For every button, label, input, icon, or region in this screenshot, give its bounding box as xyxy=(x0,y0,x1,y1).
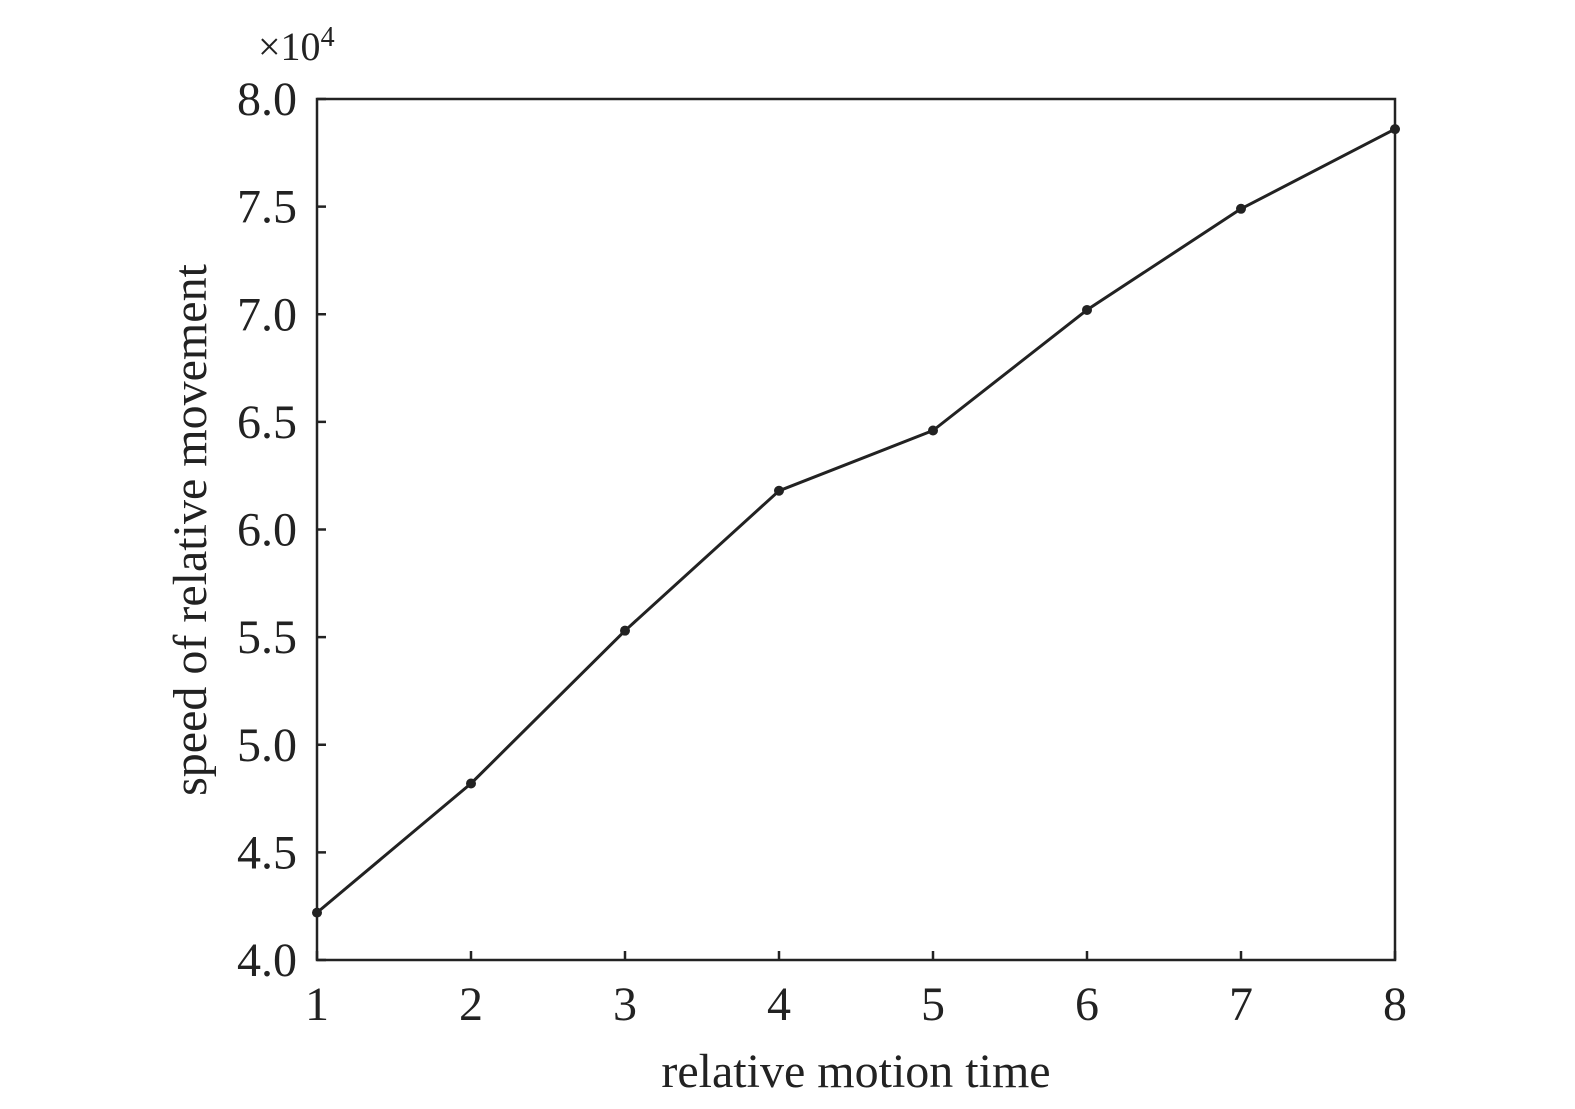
x-tick-label: 5 xyxy=(921,978,945,1031)
y-axis-title: speed of relative movement xyxy=(164,263,217,795)
y-tick-label: 7.0 xyxy=(237,288,297,341)
x-tick-label: 6 xyxy=(1075,978,1099,1031)
x-tick-label: 1 xyxy=(305,978,329,1031)
y-tick-label: 4.0 xyxy=(237,934,297,987)
x-tick-label: 4 xyxy=(767,978,791,1031)
x-axis-title: relative motion time xyxy=(661,1045,1050,1098)
x-tick-label: 8 xyxy=(1383,978,1407,1031)
x-tick-label: 2 xyxy=(459,978,483,1031)
data-point-marker xyxy=(774,485,784,496)
y-axis-multiplier: ×104 xyxy=(258,22,335,69)
data-point-marker xyxy=(1390,124,1400,135)
data-point-marker xyxy=(928,425,938,436)
y-axis-ticks: 4.0 4.5 5.0 5.5 6.0 6.5 7.0 7.5 8.0 xyxy=(237,73,326,987)
plot-area-frame xyxy=(315,97,1397,962)
series-group xyxy=(312,124,1400,918)
data-point-marker xyxy=(1236,203,1246,214)
y-tick-label: 8.0 xyxy=(237,73,297,126)
y-tick-label: 6.5 xyxy=(237,396,297,449)
y-tick-label: 6.0 xyxy=(237,504,297,557)
y-tick-label: 5.0 xyxy=(237,719,297,772)
y-tick-label: 7.5 xyxy=(237,181,297,234)
y-tick-label: 5.5 xyxy=(237,611,297,664)
data-point-marker xyxy=(466,778,476,789)
y-tick-label: 4.5 xyxy=(237,826,297,879)
series-line xyxy=(316,127,1396,914)
x-tick-label: 7 xyxy=(1229,978,1253,1031)
x-axis-ticks: 1 2 3 4 5 6 7 8 xyxy=(305,951,1407,1031)
data-point-marker xyxy=(312,907,322,918)
data-point-marker xyxy=(620,625,630,636)
data-point-marker xyxy=(1082,304,1092,315)
x-tick-label: 3 xyxy=(613,978,637,1031)
